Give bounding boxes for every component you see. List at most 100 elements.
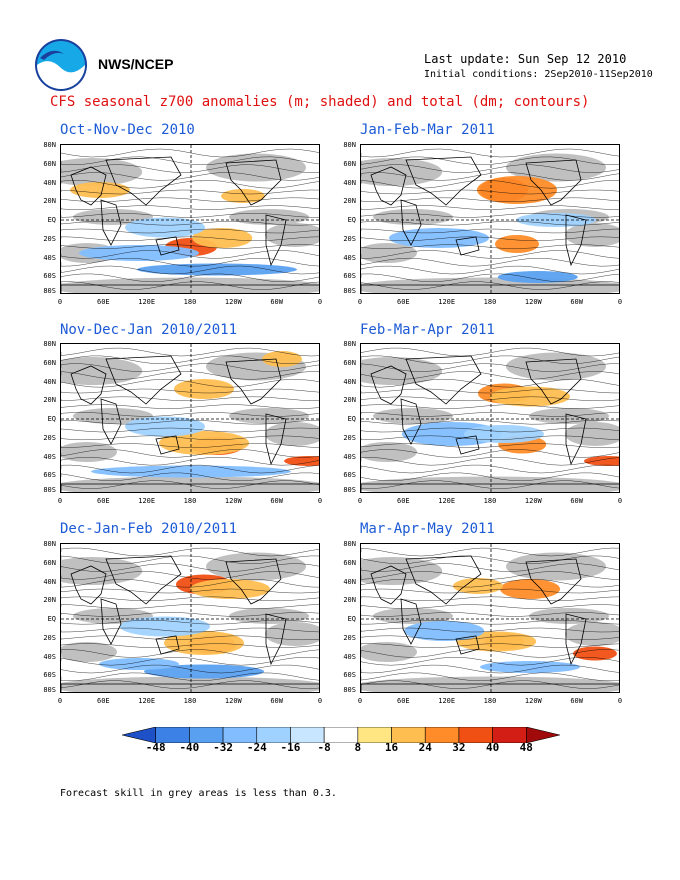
contour-line — [361, 604, 619, 609]
anomaly-shading — [495, 235, 539, 253]
lat-label: 40S — [43, 652, 56, 661]
continent-outline — [105, 355, 182, 405]
skill-grey-area — [565, 622, 619, 646]
contour-line — [361, 228, 619, 234]
contour-line — [61, 388, 319, 394]
lat-label: 40N — [343, 178, 356, 187]
lat-label: 40S — [43, 253, 56, 262]
contour-line — [61, 627, 319, 633]
anomaly-shading — [497, 271, 578, 283]
contour-line — [61, 649, 319, 658]
contour-line — [61, 555, 319, 565]
contour-line — [361, 635, 619, 641]
colorbar-tick-label: 40 — [485, 741, 500, 754]
anomaly-shading — [137, 263, 297, 276]
lat-label: 80N — [43, 540, 56, 548]
contour-line — [61, 363, 319, 372]
colorbar-tick-label: -8 — [317, 741, 331, 754]
anomaly-shading — [125, 416, 205, 437]
contour-line — [61, 189, 319, 195]
contour-line — [361, 404, 619, 409]
anomaly-shading — [284, 456, 319, 466]
lon-label: 0 — [357, 298, 363, 306]
contour-line — [61, 244, 319, 249]
contour-line — [361, 571, 619, 580]
last-update: Last update: Sun Sep 12 2010 — [424, 52, 627, 66]
lon-label: 0 — [57, 497, 63, 505]
lat-label: 80S — [43, 287, 56, 295]
anomaly-shading — [480, 661, 580, 673]
continent-outline — [61, 683, 319, 692]
continent-outline — [565, 413, 587, 466]
anomaly-shading — [453, 578, 503, 594]
lon-label: 180 — [483, 697, 497, 705]
continent-outline — [361, 683, 619, 692]
skill-grey-area — [61, 357, 143, 385]
skill-grey-area — [565, 422, 619, 446]
continent-outline — [225, 358, 282, 405]
contour-line — [361, 472, 619, 482]
org-name: NWS/NCEP — [98, 56, 174, 72]
contour-line — [361, 273, 619, 283]
continent-outline — [525, 159, 582, 206]
lon-label: 60W — [570, 497, 583, 505]
contour-line — [361, 148, 619, 158]
panel-title-4: Feb-Mar-Apr 2011 — [360, 322, 495, 338]
lon-label: 120E — [138, 497, 156, 505]
contour-line — [61, 164, 319, 173]
skill-grey-area — [61, 442, 117, 462]
lon-label: 0 — [317, 697, 323, 705]
lat-label: 60S — [343, 671, 356, 680]
lat-label: 80N — [43, 340, 56, 348]
contour-line — [61, 250, 319, 259]
anomaly-shading — [120, 616, 210, 637]
skill-grey-area — [73, 408, 153, 424]
panel-title-2: Jan-Feb-Mar 2011 — [360, 122, 495, 138]
continent-outline — [225, 159, 282, 206]
map-panel-3 — [60, 343, 320, 493]
contour-line — [361, 250, 619, 259]
anomaly-shading — [464, 425, 544, 443]
contour-line — [361, 236, 619, 242]
anomaly-shading — [477, 176, 557, 204]
contour-line — [361, 378, 619, 388]
lat-label: 80N — [343, 540, 356, 548]
contour-line — [361, 596, 619, 601]
contour-line — [361, 412, 619, 417]
contour-line — [361, 257, 619, 267]
contour-line — [61, 612, 319, 617]
continent-outline — [361, 284, 619, 293]
contour-line — [361, 643, 619, 648]
continent-outline — [370, 166, 407, 206]
lat-label: EQ — [47, 216, 56, 224]
lat-label: 20N — [43, 197, 56, 206]
contour-line — [61, 213, 319, 218]
continent-outline — [405, 156, 482, 206]
continent-outline — [405, 555, 482, 605]
contour-line — [61, 672, 319, 682]
lon-label: 120W — [524, 298, 542, 306]
contour-line — [61, 578, 319, 588]
map-panel-6 — [360, 543, 620, 693]
lat-label: 40N — [43, 178, 56, 187]
lon-label: 120W — [224, 697, 242, 705]
skill-grey-area — [373, 608, 453, 624]
contour-line — [61, 435, 319, 441]
continent-outline — [455, 635, 480, 655]
lat-label: EQ — [347, 415, 356, 423]
lat-label: 20N — [43, 396, 56, 405]
lon-label: 60E — [397, 298, 410, 306]
colorbar-tick-label: -48 — [145, 741, 166, 754]
continent-outline — [105, 156, 182, 206]
skill-grey-area — [373, 209, 453, 225]
lon-label: 120E — [138, 697, 156, 705]
lat-label: 80S — [43, 486, 56, 494]
lon-label: 180 — [183, 298, 197, 306]
contour-line — [61, 197, 319, 203]
contour-line — [61, 664, 319, 674]
anomaly-shading — [125, 217, 205, 238]
lon-label: 60W — [570, 298, 583, 306]
contour-line — [61, 156, 319, 166]
figure-title: CFS seasonal z700 anomalies (m; shaded) … — [50, 94, 590, 110]
continent-outline — [455, 236, 480, 256]
